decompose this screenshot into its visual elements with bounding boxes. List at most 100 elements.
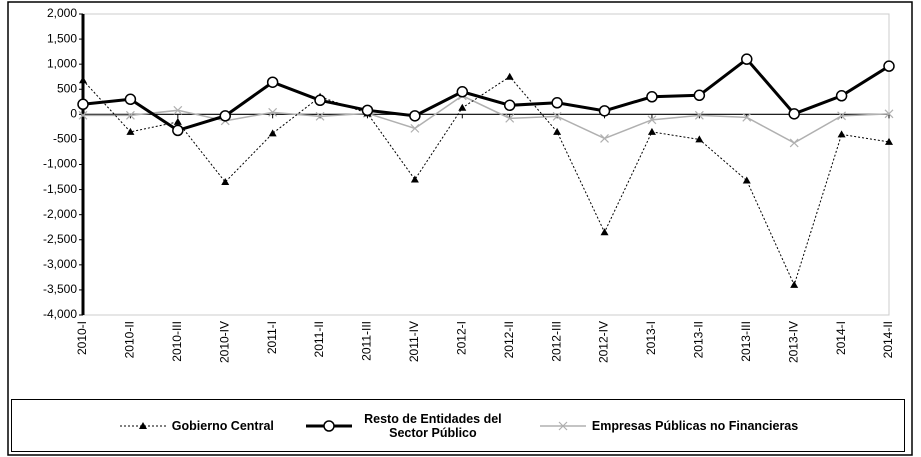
marker bbox=[835, 90, 848, 102]
y-tick-label: -1,500 bbox=[43, 182, 77, 196]
marker bbox=[266, 76, 279, 88]
marker bbox=[410, 123, 420, 133]
marker bbox=[172, 124, 184, 137]
marker bbox=[219, 110, 231, 122]
x-tick-label: 2012-II bbox=[502, 321, 516, 358]
x-tick-label: 2010-II bbox=[123, 321, 137, 358]
marker bbox=[883, 60, 895, 72]
marker bbox=[600, 133, 609, 143]
y-tick-label: -1,000 bbox=[43, 157, 77, 171]
marker bbox=[598, 105, 611, 117]
marker bbox=[77, 98, 89, 111]
series-line bbox=[82, 57, 890, 133]
y-tick-label: -3,500 bbox=[43, 282, 77, 296]
x-tick-label: 2013-III bbox=[739, 321, 753, 362]
y-tick-label: 1,000 bbox=[47, 56, 77, 70]
marker bbox=[789, 138, 799, 148]
legend-label: Resto de Entidades del Sector Público bbox=[364, 411, 502, 440]
x-tick-label: 2010-I bbox=[75, 321, 89, 355]
legend: Gobierno Central Resto de Entidades del S… bbox=[11, 399, 905, 452]
series-line bbox=[82, 76, 890, 287]
marker bbox=[885, 137, 893, 145]
marker bbox=[551, 97, 563, 109]
marker bbox=[126, 127, 135, 135]
marker bbox=[458, 103, 467, 111]
y-tick-label: -2,500 bbox=[43, 232, 77, 246]
marker bbox=[742, 112, 752, 122]
marker bbox=[505, 113, 515, 123]
x-tick-label: 2010-III bbox=[170, 321, 184, 362]
x-tick-label: 2013-I bbox=[644, 321, 658, 355]
marker bbox=[221, 178, 230, 186]
y-tick-label: -4,000 bbox=[43, 307, 77, 321]
legend-marker bbox=[558, 421, 568, 430]
outer-border bbox=[7, 1, 913, 456]
marker bbox=[410, 175, 419, 183]
marker bbox=[505, 72, 514, 80]
x-tick-label: 2012-I bbox=[454, 321, 468, 355]
marker bbox=[456, 86, 469, 98]
series-line bbox=[83, 94, 890, 144]
y-tick-label: 2,000 bbox=[47, 6, 77, 20]
legend-entry: Resto de Entidades del Sector Público bbox=[304, 412, 508, 440]
marker bbox=[884, 109, 894, 119]
marker bbox=[125, 110, 135, 120]
y-tick-label: 0 bbox=[70, 107, 77, 121]
marker bbox=[647, 127, 656, 135]
marker bbox=[173, 117, 182, 125]
marker bbox=[361, 104, 374, 117]
x-tick-label: 2012-IV bbox=[597, 321, 611, 363]
marker bbox=[695, 135, 704, 143]
marker bbox=[553, 127, 562, 135]
legend-label: Gobierno Central bbox=[171, 418, 274, 433]
x-tick-label: 2011-II bbox=[312, 321, 326, 357]
marker bbox=[837, 111, 847, 121]
marker bbox=[694, 110, 704, 120]
y-tick-label: -3,000 bbox=[43, 257, 77, 271]
x-tick-label: 2010-IV bbox=[217, 321, 231, 363]
marker bbox=[79, 76, 87, 84]
x-tick-label: 2011-I bbox=[265, 321, 279, 354]
plot-frame bbox=[82, 13, 890, 316]
marker bbox=[741, 53, 753, 65]
marker bbox=[788, 108, 800, 120]
marker bbox=[268, 129, 277, 137]
marker bbox=[315, 111, 325, 121]
x-tick-label: 2012-III bbox=[549, 321, 563, 362]
legend-swatch bbox=[119, 421, 166, 429]
x-tick-label: 2014-II bbox=[881, 321, 895, 358]
marker bbox=[790, 280, 799, 288]
marker bbox=[173, 105, 183, 115]
legend-marker bbox=[138, 421, 147, 429]
legend-swatch bbox=[539, 421, 586, 430]
marker bbox=[600, 228, 609, 236]
marker bbox=[78, 110, 88, 120]
marker bbox=[837, 130, 846, 138]
marker bbox=[409, 110, 421, 122]
legend-entry: Gobierno Central bbox=[118, 419, 274, 433]
x-tick-label: 2011-IV bbox=[407, 321, 421, 362]
y-tick-label: -2,000 bbox=[43, 207, 77, 221]
x-tick-label: 2013-II bbox=[692, 321, 706, 358]
y-tick-label: 500 bbox=[57, 81, 77, 95]
x-tick-label: 2013-IV bbox=[786, 321, 800, 363]
x-tick-label: 2011-III bbox=[360, 321, 374, 361]
marker bbox=[124, 93, 137, 106]
legend-marker bbox=[323, 419, 335, 432]
legend-label: Empresas Públicas no Financieras bbox=[591, 418, 799, 433]
marker bbox=[742, 176, 751, 184]
legend-entry: Empresas Públicas no Financieras bbox=[538, 419, 798, 433]
marker bbox=[268, 107, 278, 117]
marker bbox=[552, 111, 562, 121]
y-tick-label: -500 bbox=[53, 132, 77, 146]
marker bbox=[503, 99, 516, 112]
marker bbox=[646, 91, 658, 103]
marker bbox=[314, 94, 326, 107]
marker bbox=[647, 115, 657, 125]
y-tick-label: 1,500 bbox=[47, 31, 77, 45]
legend-swatch bbox=[305, 419, 352, 432]
marker bbox=[693, 89, 706, 102]
x-tick-label: 2014-I bbox=[834, 321, 848, 355]
